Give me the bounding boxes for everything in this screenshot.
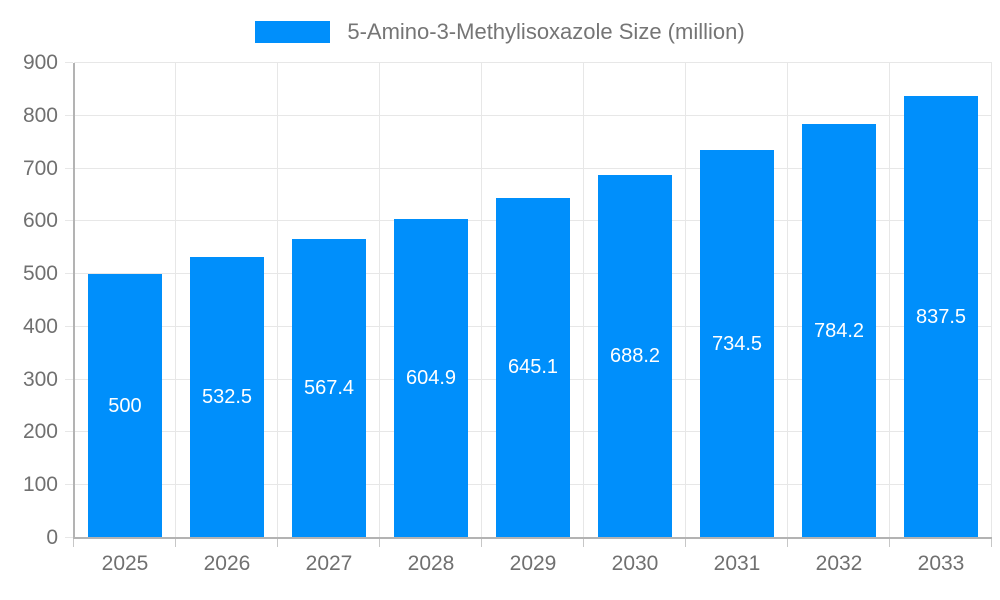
bar-value-label: 784.2	[813, 319, 865, 342]
bar[interactable]: 604.9	[394, 218, 468, 538]
x-tick	[888, 538, 890, 547]
bar-value-label: 688.2	[609, 344, 661, 367]
x-axis-tick-label: 2026	[203, 552, 251, 575]
y-axis-tick-label: 900	[22, 51, 58, 74]
x-gridline	[888, 63, 890, 538]
y-axis-tick-label: 800	[22, 103, 58, 127]
x-gridline	[276, 63, 278, 538]
x-tick	[276, 538, 278, 547]
y-gridline	[74, 62, 992, 63]
x-axis-tick-label: 2029	[509, 552, 557, 575]
y-tick	[65, 114, 73, 116]
y-axis-tick-label: 0	[46, 526, 58, 549]
y-axis-line	[73, 63, 75, 538]
x-gridline	[480, 63, 482, 538]
x-tick	[787, 538, 788, 547]
y-tick	[65, 62, 73, 63]
x-axis-line	[73, 537, 992, 539]
x-axis-tick-label: 2033	[917, 552, 965, 575]
x-tick	[991, 538, 992, 547]
y-gridline	[74, 167, 992, 169]
x-axis-tick-label: 2025	[101, 552, 149, 575]
x-tick	[480, 538, 482, 547]
x-tick	[378, 538, 380, 547]
bar[interactable]: 688.2	[598, 174, 672, 538]
x-tick	[684, 538, 686, 547]
bar-value-label: 567.4	[303, 376, 355, 399]
bar[interactable]: 532.5	[190, 256, 264, 538]
x-gridline	[174, 63, 176, 538]
bar[interactable]: 567.4	[292, 238, 366, 538]
bar-value-label: 500	[108, 394, 142, 417]
y-axis-tick-label: 400	[22, 314, 58, 338]
y-axis-tick-label: 500	[22, 262, 58, 286]
x-tick	[583, 538, 584, 547]
bar[interactable]: 734.5	[700, 150, 774, 538]
bar[interactable]: 645.1	[496, 197, 570, 538]
y-tick	[65, 220, 73, 222]
bar[interactable]: 837.5	[904, 96, 978, 538]
x-gridline	[583, 63, 584, 538]
y-tick	[65, 273, 73, 275]
x-axis-tick-label: 2031	[713, 552, 761, 575]
y-axis-tick-label: 600	[22, 209, 58, 233]
y-axis-tick-label: 100	[22, 473, 58, 497]
y-axis-tick-label: 300	[22, 367, 58, 391]
y-tick	[65, 378, 73, 380]
x-gridline	[991, 63, 992, 538]
bar[interactable]: 784.2	[802, 124, 876, 538]
legend-swatch	[255, 21, 331, 43]
y-tick	[65, 537, 73, 538]
y-axis-tick-label: 700	[22, 156, 58, 180]
x-axis-tick-label: 2027	[305, 552, 353, 575]
legend-label: 5-Amino-3-Methylisoxazole Size (million)	[347, 19, 745, 44]
bar-value-label: 837.5	[915, 305, 967, 328]
x-axis-tick-label: 2028	[407, 552, 455, 575]
x-gridline	[684, 63, 686, 538]
y-tick	[65, 484, 73, 486]
x-gridline	[787, 63, 788, 538]
legend[interactable]: 5-Amino-3-Methylisoxazole Size (million)	[0, 17, 1000, 47]
y-tick	[65, 431, 73, 433]
bar-value-label: 645.1	[507, 356, 559, 379]
x-tick	[174, 538, 176, 547]
x-tick	[73, 538, 74, 547]
x-gridline	[378, 63, 380, 538]
plot-area: 0 100 200 300 400 500 600 700 800 900 500 2025 532.5…	[23, 51, 992, 575]
x-axis-tick-label: 2032	[815, 552, 863, 575]
y-gridline	[74, 114, 992, 116]
y-axis-tick-label: 200	[22, 420, 58, 444]
y-tick	[65, 325, 73, 327]
y-tick	[65, 167, 73, 169]
x-axis-tick-label: 2030	[611, 552, 659, 575]
bar[interactable]: 500	[88, 274, 162, 538]
bar-value-label: 532.5	[201, 385, 253, 408]
bar-value-label: 604.9	[405, 366, 457, 389]
bar-value-label: 734.5	[711, 332, 763, 355]
